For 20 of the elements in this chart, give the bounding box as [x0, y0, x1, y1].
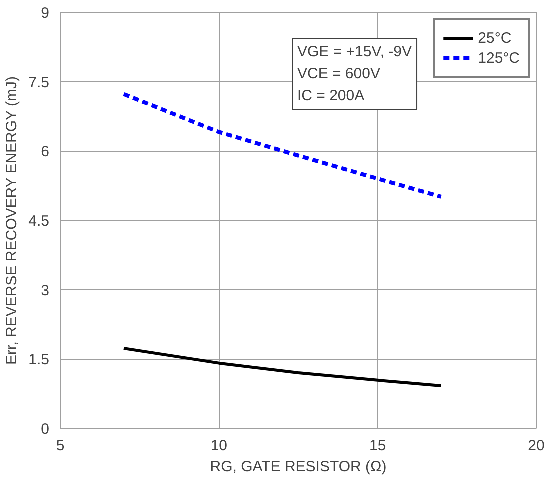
y-tick-label: 3: [41, 282, 50, 300]
line-series: [122, 92, 444, 199]
y-tick-label: 9: [41, 5, 50, 22]
legend-label: 25°C: [478, 30, 512, 46]
annotation: IC = 200A: [298, 88, 365, 105]
y-axis-title: Err, REVERSE RECOVERY ENERGY (mJ): [4, 76, 21, 365]
annotation: VCE = 600V: [298, 66, 380, 83]
x-tick-label: 10: [210, 438, 228, 454]
line-series: [122, 347, 443, 388]
y-tick-label: 6: [41, 144, 50, 161]
x-axis-title: RG, GATE RESISTOR (Ω): [210, 458, 387, 476]
y-tick-label: 7.5: [28, 74, 50, 92]
x-tick-label: 15: [369, 438, 386, 454]
y-tick-label: 4.5: [28, 213, 50, 230]
annotation: VGE = +15V, -9V: [298, 44, 412, 60]
x-tick-label: 20: [528, 438, 545, 454]
y-tick-label: 1.5: [28, 352, 50, 369]
x-tick-label: 5: [56, 438, 65, 454]
legend-label: 125°C: [478, 50, 520, 66]
y-tick-label: 0: [41, 421, 50, 438]
